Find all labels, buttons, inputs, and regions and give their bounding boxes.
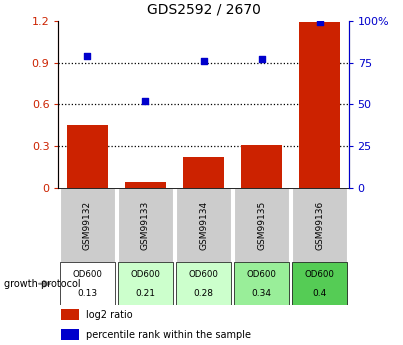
Bar <box>299 22 340 188</box>
Bar <box>183 157 224 188</box>
Text: percentile rank within the sample: percentile rank within the sample <box>86 330 251 340</box>
Bar <box>234 188 289 262</box>
Bar <box>61 329 79 340</box>
Bar <box>234 262 289 305</box>
Bar <box>118 188 173 262</box>
Text: OD600: OD600 <box>131 270 160 279</box>
Bar <box>176 188 231 262</box>
Text: GSM99133: GSM99133 <box>141 200 150 250</box>
Bar <box>176 262 231 305</box>
Text: GSM99135: GSM99135 <box>257 200 266 250</box>
Point <box>200 58 207 63</box>
Title: GDS2592 / 2670: GDS2592 / 2670 <box>147 3 260 17</box>
Bar <box>118 262 173 305</box>
Bar <box>292 262 347 305</box>
Bar <box>292 188 347 262</box>
Point <box>258 57 265 62</box>
Point <box>84 53 91 59</box>
Text: 0.21: 0.21 <box>135 289 156 298</box>
Bar <box>125 183 166 188</box>
Text: 0.13: 0.13 <box>77 289 98 298</box>
Text: OD600: OD600 <box>247 270 276 279</box>
Text: GSM99136: GSM99136 <box>315 200 324 250</box>
Text: log2 ratio: log2 ratio <box>86 310 133 320</box>
Text: OD600: OD600 <box>305 270 334 279</box>
Text: growth protocol: growth protocol <box>4 279 81 289</box>
Text: OD600: OD600 <box>73 270 102 279</box>
Text: GSM99134: GSM99134 <box>199 200 208 250</box>
Text: 0.4: 0.4 <box>312 289 327 298</box>
Point <box>316 20 323 25</box>
Text: GSM99132: GSM99132 <box>83 200 92 250</box>
Bar <box>60 262 115 305</box>
Point <box>142 98 149 104</box>
Text: 0.34: 0.34 <box>251 289 272 298</box>
Text: OD600: OD600 <box>189 270 218 279</box>
Bar <box>241 145 282 188</box>
Bar <box>61 309 79 321</box>
Bar <box>60 188 115 262</box>
Text: 0.28: 0.28 <box>193 289 214 298</box>
Bar <box>67 125 108 188</box>
